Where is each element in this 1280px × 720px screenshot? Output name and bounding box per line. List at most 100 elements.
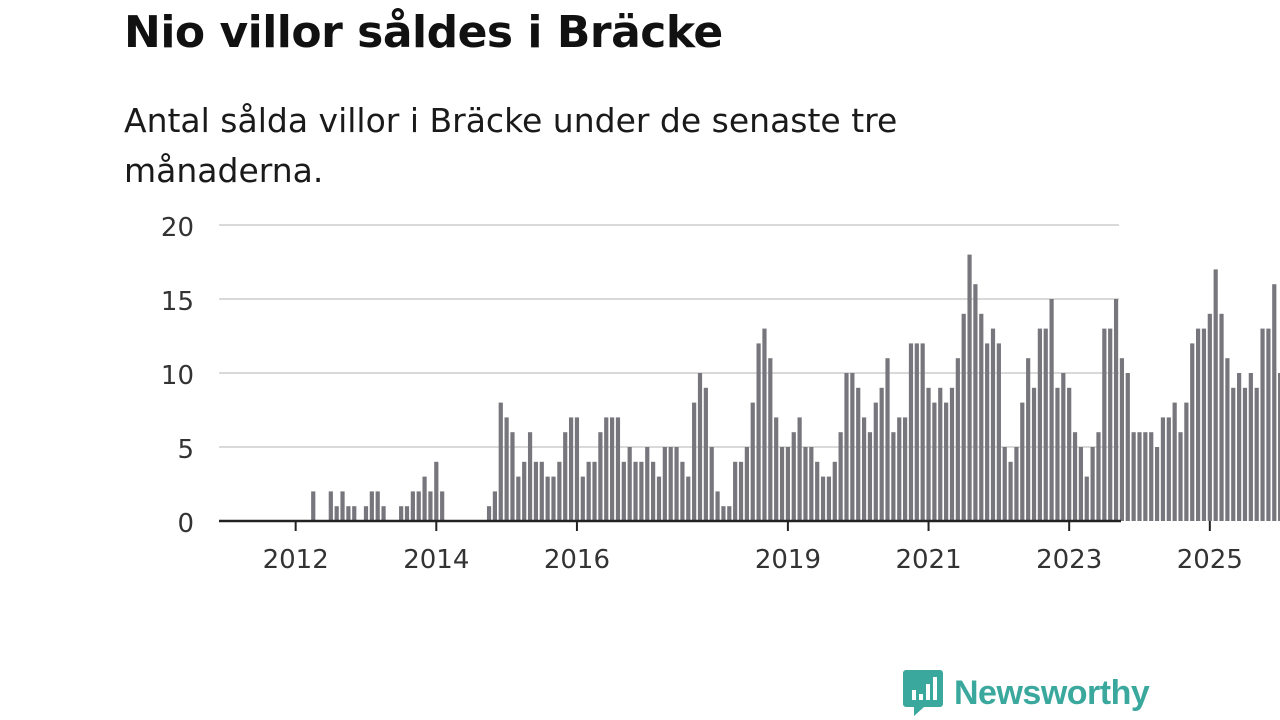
bar: [891, 432, 896, 521]
bar: [697, 373, 703, 521]
bar: [516, 476, 521, 521]
bar: [557, 461, 562, 521]
bar: [692, 402, 697, 521]
bar: [797, 417, 802, 521]
bar: [563, 432, 568, 521]
bar: [656, 476, 662, 521]
x-tick-label: 2016: [544, 545, 610, 575]
bar: [856, 387, 861, 521]
bar: [774, 417, 779, 521]
bar: [311, 491, 316, 521]
bar: [1201, 328, 1207, 521]
bar: [1084, 476, 1089, 521]
bar: [885, 358, 890, 521]
bar: [938, 387, 943, 521]
bar: [1172, 402, 1177, 521]
bar: [709, 447, 714, 521]
bar: [1178, 432, 1183, 521]
bar: [568, 417, 574, 521]
bar: [990, 328, 996, 521]
bar: [1008, 461, 1013, 521]
bar: [621, 461, 626, 521]
bar: [410, 491, 415, 521]
bar: [551, 476, 556, 521]
bar: [944, 402, 949, 521]
x-tick-label: 2019: [755, 545, 821, 575]
bar: [434, 461, 439, 521]
bar: [1031, 387, 1037, 521]
bar: [328, 491, 333, 521]
bar: [838, 432, 843, 521]
bar: [920, 343, 925, 521]
bar: [539, 461, 544, 521]
bar: [961, 313, 966, 521]
bar: [1072, 432, 1078, 521]
bar: [785, 447, 790, 521]
bar: [533, 461, 539, 521]
y-tick-label: 15: [161, 287, 194, 317]
bar: [422, 476, 427, 521]
bar: [1266, 328, 1271, 521]
bar: [967, 254, 972, 521]
bar: [867, 432, 873, 521]
y-tick-label: 10: [161, 361, 194, 391]
bar: [973, 284, 978, 521]
bar: [440, 491, 445, 521]
logo-text: Newsworthy: [954, 673, 1150, 712]
bar: [985, 343, 990, 521]
bar: [1166, 417, 1171, 521]
bar: [744, 447, 749, 521]
bar: [1096, 432, 1101, 521]
bar: [715, 491, 720, 521]
bar: [492, 491, 497, 521]
bar: [545, 476, 550, 521]
bar: [879, 387, 884, 521]
bar: [1213, 269, 1218, 521]
bar: [369, 491, 374, 521]
bar: [416, 491, 421, 521]
bar: [1090, 447, 1095, 521]
bar: [809, 447, 814, 521]
bar: [1207, 313, 1212, 521]
bar: [1225, 358, 1230, 521]
bar: [897, 417, 902, 521]
bar: [703, 387, 708, 521]
bar: [826, 476, 832, 521]
bar: [639, 461, 644, 521]
bar: [610, 417, 615, 521]
bar: [1026, 358, 1031, 521]
x-tick-label: 2014: [403, 545, 469, 575]
bar: [733, 461, 738, 521]
bar: [645, 447, 650, 521]
bar: [1143, 432, 1148, 521]
chart-title: Nio villor såldes i Bräcke: [124, 7, 723, 58]
newsworthy-logo: Newsworthy: [902, 668, 1150, 718]
x-tick-label: 2021: [895, 545, 961, 575]
bar: [1149, 432, 1154, 521]
bar: [779, 447, 785, 521]
bar: [738, 461, 744, 521]
x-tick-label: 2025: [1177, 545, 1243, 575]
bar: [1260, 328, 1265, 521]
bar: [1190, 343, 1195, 521]
bar: [914, 343, 919, 521]
bar: [662, 447, 667, 521]
bar: [352, 506, 357, 521]
bar: [1254, 387, 1259, 521]
bar: [762, 328, 767, 521]
bar: [996, 343, 1001, 521]
bar: [1237, 373, 1242, 521]
bar: [1002, 447, 1007, 521]
bar: [861, 417, 867, 521]
bar: [1119, 358, 1125, 521]
bar: [346, 506, 351, 521]
bar-chart: 0510152020122014201620192021202320259: [161, 213, 1280, 575]
x-tick-label: 2023: [1036, 545, 1102, 575]
bar: [932, 402, 937, 521]
bar: [791, 432, 796, 521]
bar: [604, 417, 609, 521]
bar: [486, 506, 492, 521]
bar: [1037, 328, 1042, 521]
bar: [1219, 313, 1224, 521]
bar: [404, 506, 410, 521]
